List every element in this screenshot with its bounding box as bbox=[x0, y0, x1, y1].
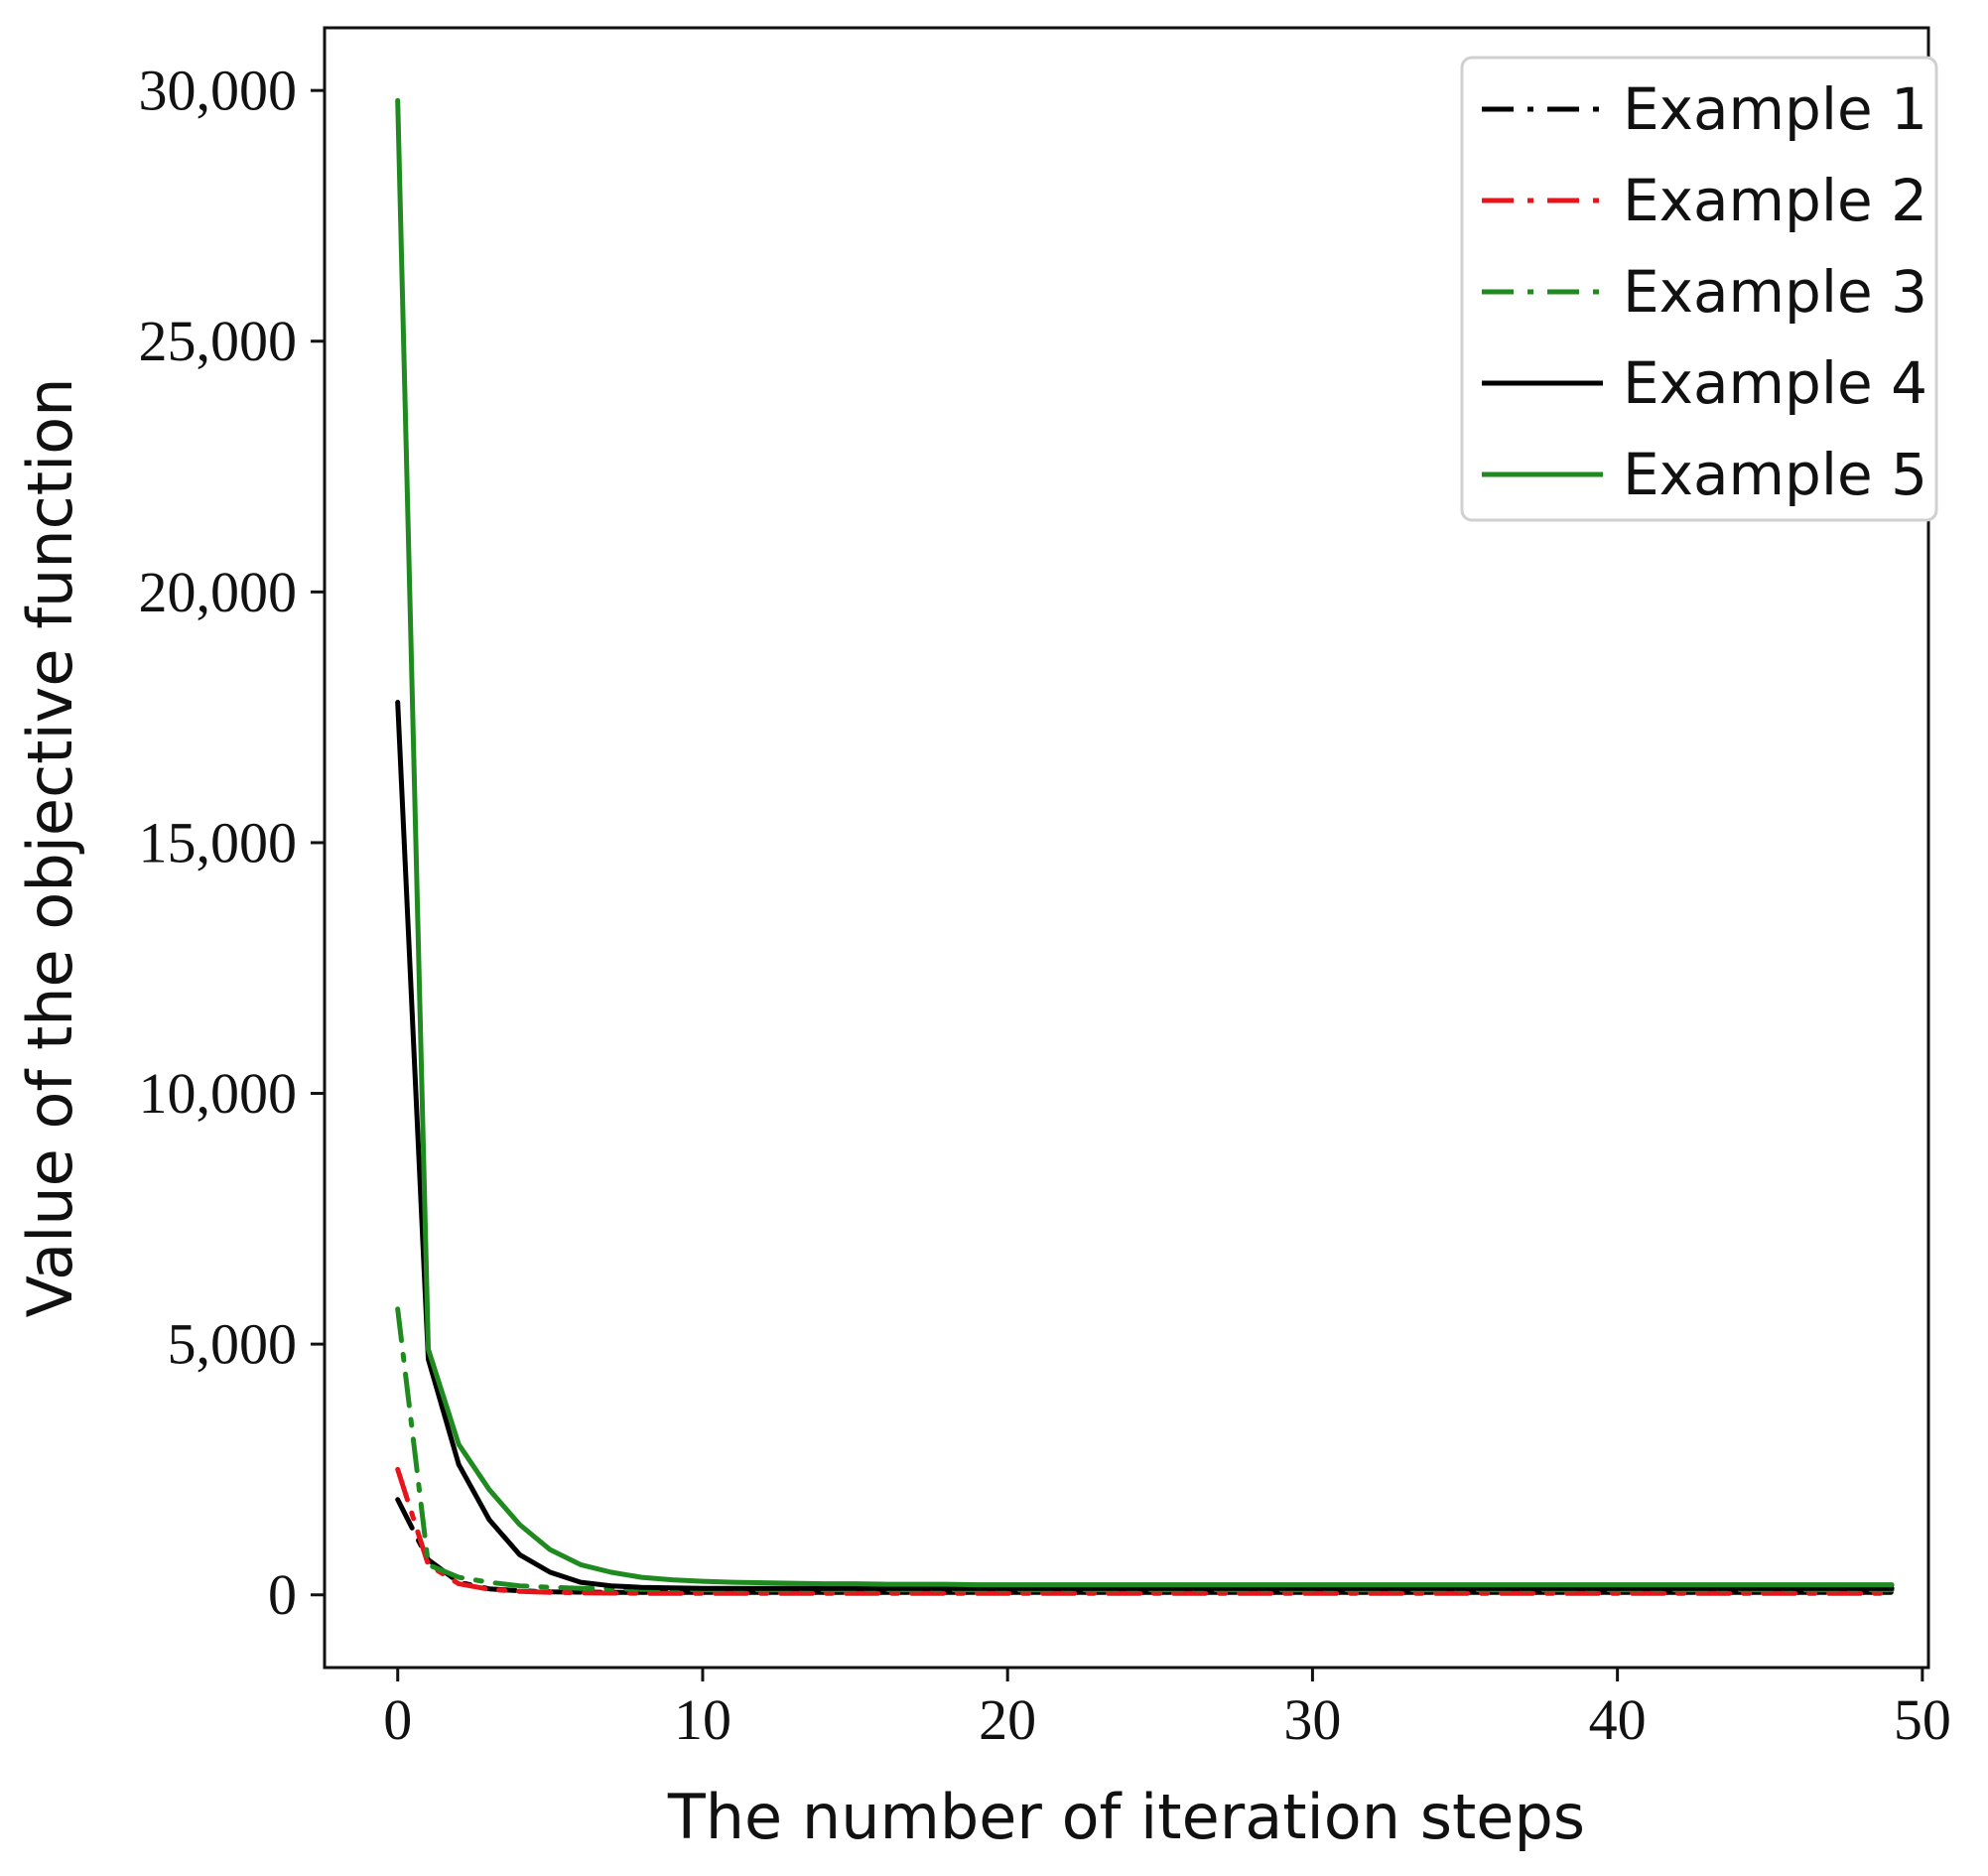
x-axis-title: The number of iteration steps bbox=[667, 1781, 1585, 1853]
y-tick-label: 20,000 bbox=[139, 560, 298, 624]
legend-box bbox=[1460, 56, 1938, 522]
y-tick-label: 0 bbox=[268, 1562, 297, 1627]
series-layer bbox=[395, 97, 1895, 1596]
series-line-2 bbox=[395, 1466, 1895, 1596]
series-line-5 bbox=[395, 97, 1895, 1588]
x-tick-label: 40 bbox=[1589, 1687, 1647, 1752]
y-tick-label: 30,000 bbox=[139, 59, 298, 123]
x-tick-label: 50 bbox=[1894, 1687, 1951, 1752]
axis-layer: 0 5,000 10,000 15,000 20,000 25,000 30,000 0 10 2… bbox=[139, 26, 1951, 1752]
plot-frame bbox=[323, 26, 1930, 1670]
legend-label: Example 3 bbox=[1623, 258, 1927, 326]
legend-label: Example 1 bbox=[1623, 75, 1927, 143]
y-tick-label: 5,000 bbox=[168, 1312, 298, 1377]
legend-label: Example 4 bbox=[1623, 349, 1927, 417]
x-tick-label: 20 bbox=[979, 1687, 1036, 1752]
series-line-4 bbox=[395, 700, 1895, 1591]
y-tick-label: 15,000 bbox=[139, 810, 298, 874]
x-tick-label: 30 bbox=[1283, 1687, 1341, 1752]
legend: Example 1 Example 2 Example 3 Example 4 Exam… bbox=[1460, 56, 1938, 522]
legend-label: Example 5 bbox=[1623, 441, 1927, 508]
y-axis-title: Value of the objective function bbox=[14, 378, 86, 1318]
x-tick-label: 10 bbox=[674, 1687, 731, 1752]
legend-label: Example 2 bbox=[1623, 167, 1927, 234]
y-tick-label: 25,000 bbox=[139, 309, 298, 373]
x-tick-label: 0 bbox=[383, 1687, 412, 1752]
y-tick-label: 10,000 bbox=[139, 1061, 298, 1126]
